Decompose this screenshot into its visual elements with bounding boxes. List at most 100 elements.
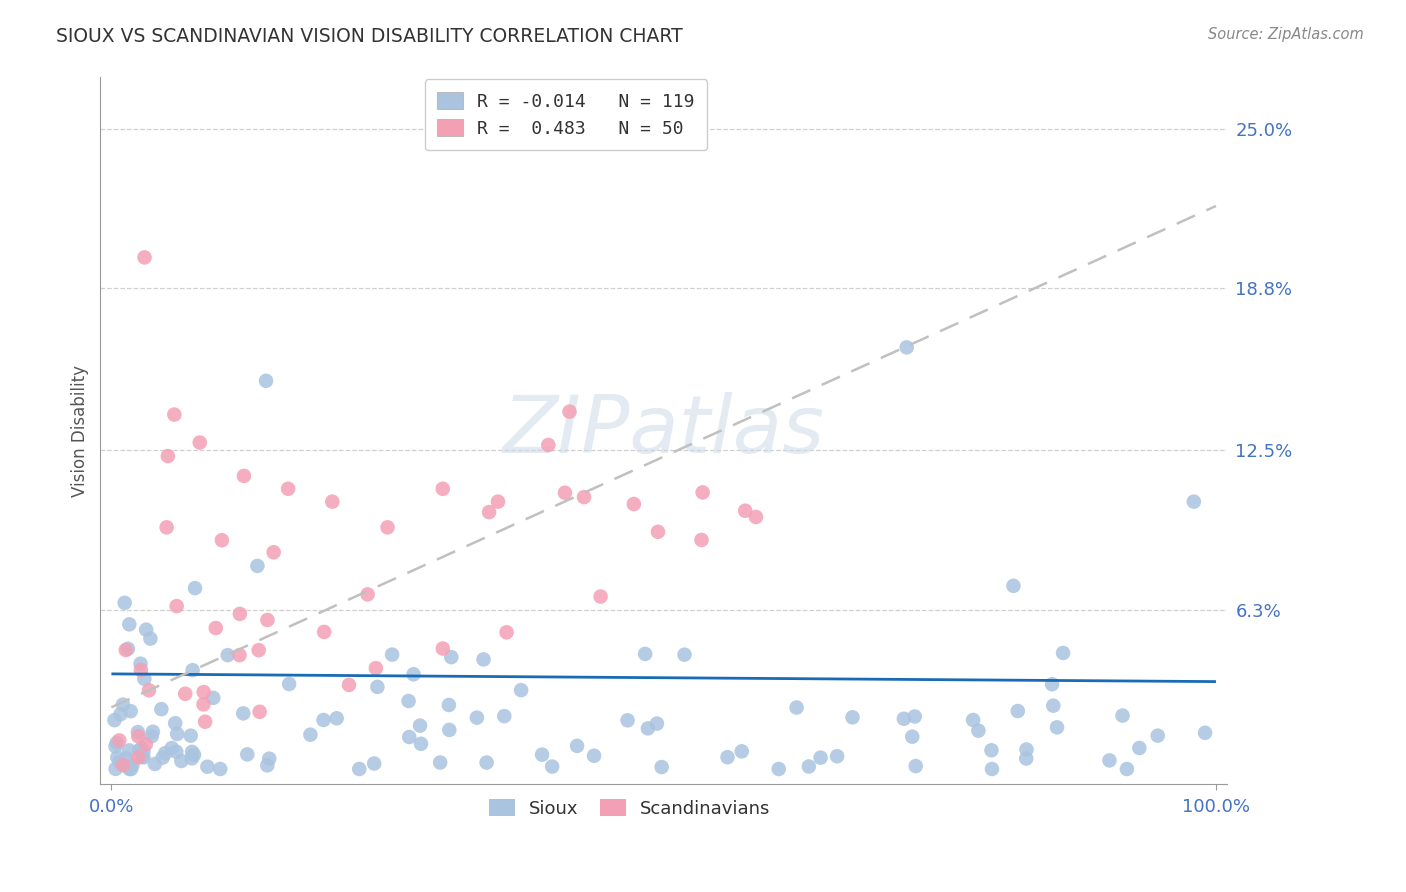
Point	[645, 716, 668, 731]
Point	[589, 590, 612, 604]
Point	[142, 724, 165, 739]
Point	[115, 751, 138, 765]
Point	[565, 739, 588, 753]
Point	[127, 750, 149, 764]
Legend: Sioux, Scandinavians: Sioux, Scandinavians	[482, 791, 778, 825]
Point	[108, 733, 131, 747]
Point	[232, 706, 254, 721]
Point	[1002, 579, 1025, 593]
Point	[135, 737, 157, 751]
Point	[103, 713, 125, 727]
Point	[1007, 704, 1029, 718]
Point	[409, 737, 432, 751]
Point	[163, 408, 186, 422]
Point	[193, 685, 215, 699]
Point	[364, 661, 387, 675]
Point	[211, 533, 233, 548]
Point	[429, 756, 451, 770]
Point	[131, 741, 153, 756]
Point	[901, 730, 924, 744]
Point	[896, 340, 918, 354]
Point	[1182, 494, 1205, 508]
Point	[486, 494, 509, 508]
Point	[572, 490, 595, 504]
Point	[247, 643, 270, 657]
Point	[1128, 741, 1150, 756]
Point	[150, 702, 173, 716]
Point	[156, 449, 179, 463]
Point	[128, 743, 150, 757]
Point	[132, 744, 155, 758]
Point	[181, 745, 204, 759]
Point	[1042, 698, 1064, 713]
Point	[120, 762, 142, 776]
Text: SIOUX VS SCANDINAVIAN VISION DISABILITY CORRELATION CHART: SIOUX VS SCANDINAVIAN VISION DISABILITY …	[56, 27, 683, 45]
Point	[745, 510, 768, 524]
Point	[325, 711, 347, 725]
Point	[135, 623, 157, 637]
Point	[495, 625, 517, 640]
Point	[202, 690, 225, 705]
Point	[263, 545, 285, 559]
Point	[129, 657, 152, 671]
Point	[229, 607, 252, 621]
Point	[1098, 753, 1121, 767]
Point	[166, 727, 188, 741]
Point	[432, 482, 454, 496]
Point	[312, 713, 335, 727]
Point	[134, 672, 156, 686]
Point	[256, 613, 278, 627]
Point	[786, 700, 808, 714]
Point	[104, 762, 127, 776]
Point	[188, 435, 211, 450]
Point	[152, 750, 174, 764]
Point	[166, 599, 188, 613]
Point	[825, 749, 848, 764]
Point	[217, 648, 239, 662]
Point	[1111, 708, 1133, 723]
Point	[321, 494, 343, 508]
Point	[465, 711, 488, 725]
Point	[1194, 726, 1216, 740]
Point	[111, 698, 134, 712]
Point	[277, 482, 299, 496]
Point	[475, 756, 498, 770]
Point	[673, 648, 696, 662]
Point	[494, 709, 516, 723]
Point	[249, 705, 271, 719]
Point	[180, 729, 202, 743]
Point	[118, 743, 141, 757]
Point	[112, 758, 135, 772]
Point	[129, 663, 152, 677]
Point	[409, 718, 432, 732]
Point	[337, 678, 360, 692]
Point	[967, 723, 990, 738]
Point	[893, 712, 915, 726]
Point	[554, 485, 576, 500]
Point	[356, 587, 378, 601]
Point	[254, 374, 277, 388]
Point	[768, 762, 790, 776]
Point	[537, 438, 560, 452]
Point	[377, 520, 399, 534]
Point	[120, 704, 142, 718]
Point	[193, 698, 215, 712]
Point	[110, 707, 132, 722]
Point	[115, 758, 138, 772]
Point	[541, 759, 564, 773]
Point	[1015, 742, 1038, 756]
Point	[439, 723, 461, 737]
Point	[1146, 729, 1168, 743]
Point	[170, 754, 193, 768]
Point	[690, 533, 713, 547]
Point	[980, 743, 1002, 757]
Point	[194, 714, 217, 729]
Point	[510, 683, 533, 698]
Point	[160, 741, 183, 756]
Point	[734, 504, 756, 518]
Point	[398, 694, 420, 708]
Point	[174, 687, 197, 701]
Point	[105, 736, 128, 750]
Point	[131, 749, 153, 764]
Point	[105, 750, 128, 764]
